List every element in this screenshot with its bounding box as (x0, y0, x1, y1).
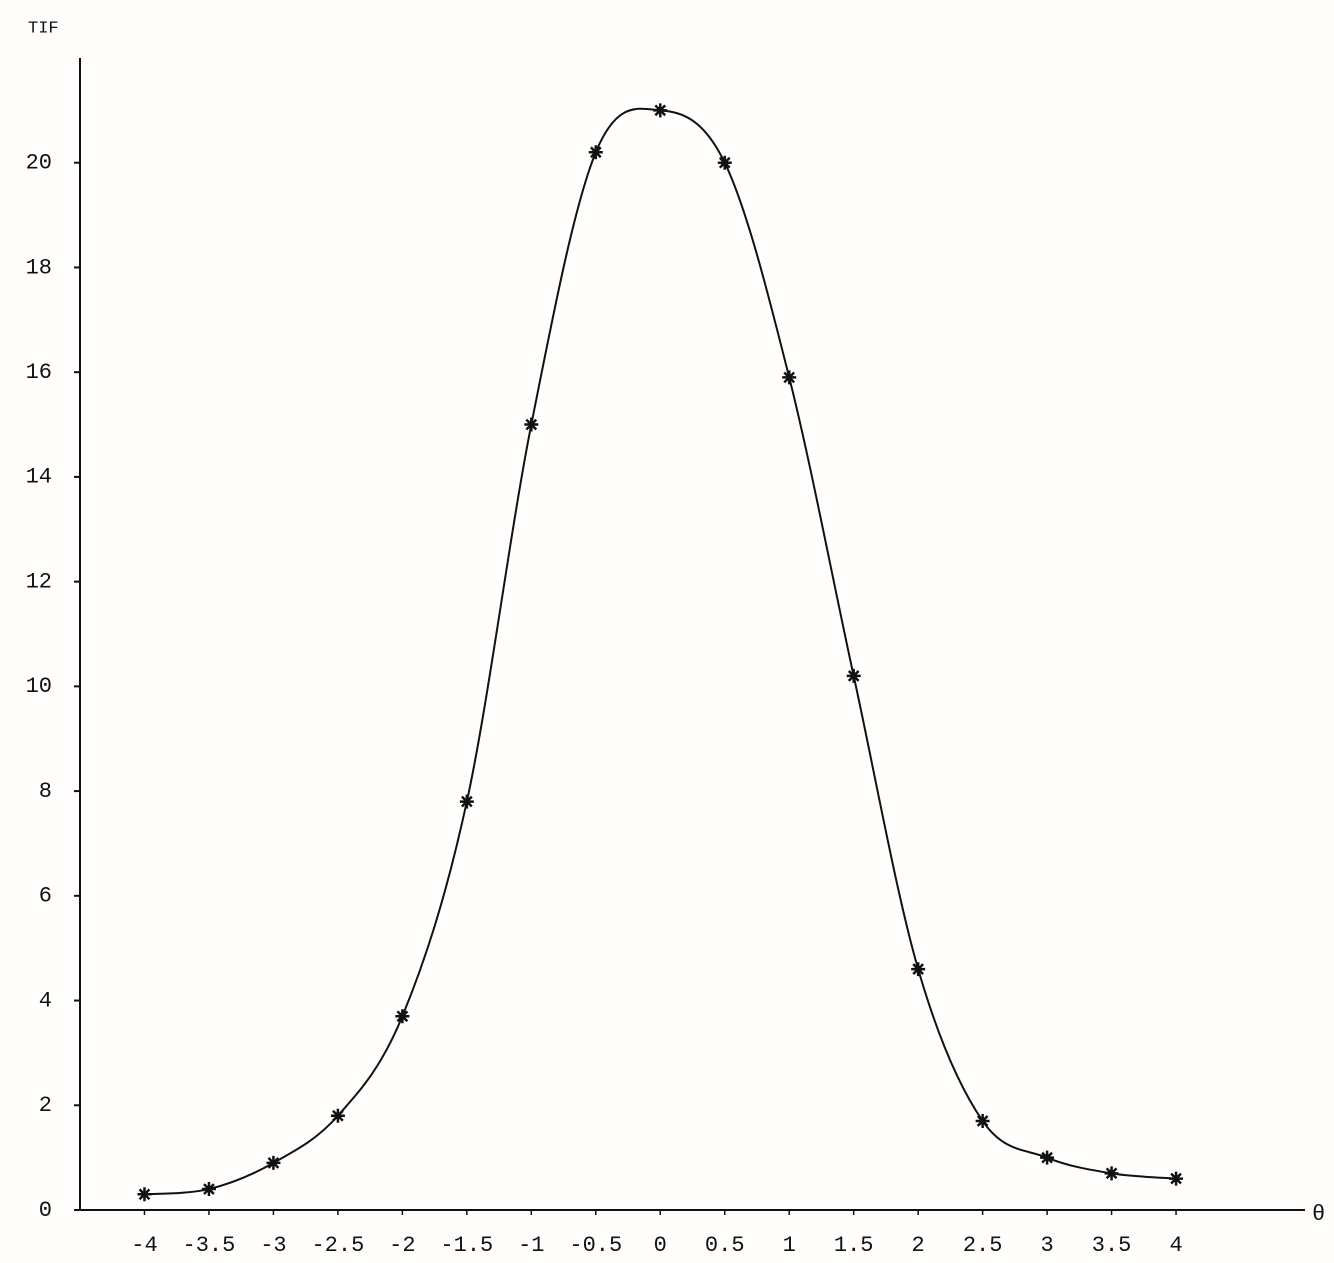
point-marker (137, 1187, 152, 1202)
point-marker (524, 417, 539, 432)
y-tick-label: 8 (39, 779, 52, 804)
point-marker (846, 668, 861, 683)
y-tick-label: 6 (39, 884, 52, 909)
x-tick-label: 1 (783, 1233, 796, 1258)
point-marker (717, 155, 732, 170)
y-tick-label: 14 (26, 465, 52, 490)
x-axis-label: θ (1312, 1202, 1325, 1227)
x-tick-label: 3.5 (1092, 1233, 1132, 1258)
point-marker (911, 962, 926, 977)
x-tick-label: 2.5 (963, 1233, 1003, 1258)
point-marker (266, 1155, 281, 1170)
y-tick-label: 10 (26, 674, 52, 699)
x-tick-label: 0 (654, 1233, 667, 1258)
x-tick-label: -3 (260, 1233, 286, 1258)
point-marker (395, 1009, 410, 1024)
x-tick-label: 2 (912, 1233, 925, 1258)
x-tick-label: 3 (1041, 1233, 1054, 1258)
x-tick-label: -0.5 (569, 1233, 622, 1258)
point-marker (459, 794, 474, 809)
x-tick-label: -2 (389, 1233, 415, 1258)
y-axis-label: TIF (28, 19, 59, 38)
point-marker (201, 1182, 216, 1197)
x-tick-label: -2.5 (311, 1233, 364, 1258)
y-tick-label: 0 (39, 1198, 52, 1223)
point-marker (1104, 1166, 1119, 1181)
point-marker (1040, 1150, 1055, 1165)
y-tick-label: 2 (39, 1093, 52, 1118)
y-tick-label: 4 (39, 988, 52, 1013)
point-marker (588, 145, 603, 160)
x-tick-label: 1.5 (834, 1233, 874, 1258)
x-tick-label: 0.5 (705, 1233, 745, 1258)
y-tick-label: 18 (26, 255, 52, 280)
point-marker (1169, 1171, 1184, 1186)
point-marker (653, 103, 668, 118)
point-marker (330, 1108, 345, 1123)
x-tick-label: -4 (131, 1233, 157, 1258)
point-marker (975, 1113, 990, 1128)
x-tick-label: -1 (518, 1233, 544, 1258)
x-tick-label: -3.5 (183, 1233, 236, 1258)
point-marker (782, 370, 797, 385)
y-tick-label: 20 (26, 151, 52, 176)
x-tick-label: -1.5 (440, 1233, 493, 1258)
y-tick-label: 12 (26, 569, 52, 594)
y-tick-label: 16 (26, 360, 52, 385)
x-tick-label: 4 (1169, 1233, 1182, 1258)
